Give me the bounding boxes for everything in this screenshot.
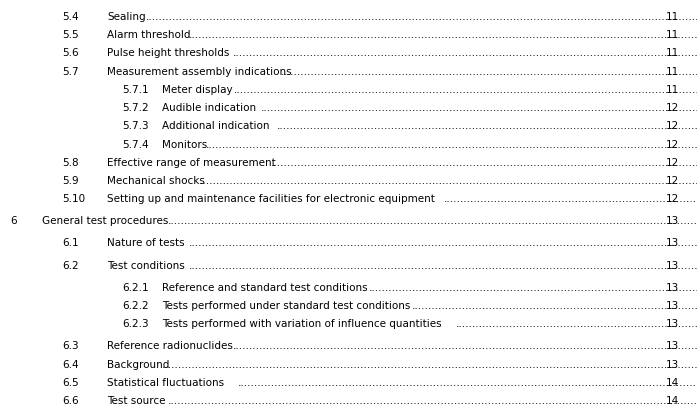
- Text: 12: 12: [666, 193, 679, 204]
- Text: Test source: Test source: [107, 395, 165, 405]
- Text: ................................................................................: ........................................…: [412, 300, 697, 310]
- Text: Pulse height thresholds: Pulse height thresholds: [107, 48, 229, 58]
- Text: 5.7.4: 5.7.4: [122, 139, 148, 149]
- Text: 5.9: 5.9: [62, 175, 79, 185]
- Text: ................................................................................: ........................................…: [261, 103, 697, 113]
- Text: Additional indication: Additional indication: [162, 121, 270, 131]
- Text: Setting up and maintenance facilities for electronic equipment: Setting up and maintenance facilities fo…: [107, 193, 435, 204]
- Text: 13: 13: [666, 300, 679, 310]
- Text: ................................................................................: ........................................…: [167, 216, 697, 226]
- Text: Tests performed with variation of influence quantities: Tests performed with variation of influe…: [162, 319, 442, 328]
- Text: 5.4: 5.4: [62, 12, 79, 22]
- Text: ................................................................................: ........................................…: [206, 139, 697, 149]
- Text: Monitors: Monitors: [162, 139, 207, 149]
- Text: Mechanical shocks: Mechanical shocks: [107, 175, 205, 185]
- Text: 6.2.3: 6.2.3: [122, 319, 148, 328]
- Text: 5.10: 5.10: [62, 193, 85, 204]
- Text: ................................................................................: ........................................…: [190, 260, 697, 270]
- Text: ................................................................................: ........................................…: [238, 377, 697, 387]
- Text: Measurement assembly indications: Measurement assembly indications: [107, 67, 291, 76]
- Text: 6: 6: [10, 216, 17, 226]
- Text: 11: 11: [666, 48, 679, 58]
- Text: ................................................................................: ........................................…: [270, 157, 697, 167]
- Text: ................................................................................: ........................................…: [277, 121, 697, 131]
- Text: 13: 13: [666, 341, 679, 351]
- Text: ................................................................................: ........................................…: [146, 12, 697, 22]
- Text: Tests performed under standard test conditions: Tests performed under standard test cond…: [162, 300, 411, 310]
- Text: 6.2.1: 6.2.1: [122, 282, 148, 292]
- Text: 12: 12: [666, 121, 679, 131]
- Text: 14: 14: [666, 377, 679, 387]
- Text: Reference radionuclides: Reference radionuclides: [107, 341, 233, 351]
- Text: ................................................................................: ........................................…: [282, 67, 697, 76]
- Text: Nature of tests: Nature of tests: [107, 238, 185, 248]
- Text: 5.7.1: 5.7.1: [122, 85, 148, 94]
- Text: 13: 13: [666, 319, 679, 328]
- Text: ................................................................................: ........................................…: [190, 238, 697, 248]
- Text: ................................................................................: ........................................…: [233, 48, 697, 58]
- Text: 12: 12: [666, 157, 679, 167]
- Text: ................................................................................: ........................................…: [369, 282, 697, 292]
- Text: 6.2.2: 6.2.2: [122, 300, 148, 310]
- Text: 13: 13: [666, 282, 679, 292]
- Text: 6.3: 6.3: [62, 341, 79, 351]
- Text: 5.6: 5.6: [62, 48, 79, 58]
- Text: ................................................................................: ........................................…: [456, 319, 697, 328]
- Text: ................................................................................: ........................................…: [233, 85, 697, 94]
- Text: 6.6: 6.6: [62, 395, 79, 405]
- Text: 6.5: 6.5: [62, 377, 79, 387]
- Text: Reference and standard test conditions: Reference and standard test conditions: [162, 282, 367, 292]
- Text: 12: 12: [666, 103, 679, 113]
- Text: 12: 12: [666, 139, 679, 149]
- Text: General test procedures: General test procedures: [42, 216, 169, 226]
- Text: 5.7: 5.7: [62, 67, 79, 76]
- Text: Background: Background: [107, 359, 169, 369]
- Text: 13: 13: [666, 238, 679, 248]
- Text: 11: 11: [666, 12, 679, 22]
- Text: 13: 13: [666, 260, 679, 270]
- Text: 5.5: 5.5: [62, 30, 79, 40]
- Text: 6.4: 6.4: [62, 359, 79, 369]
- Text: ................................................................................: ........................................…: [444, 193, 697, 204]
- Text: 11: 11: [666, 85, 679, 94]
- Text: Audible indication: Audible indication: [162, 103, 256, 113]
- Text: ................................................................................: ........................................…: [167, 395, 697, 405]
- Text: 5.7.3: 5.7.3: [122, 121, 148, 131]
- Text: 11: 11: [666, 67, 679, 76]
- Text: 14: 14: [666, 395, 679, 405]
- Text: ................................................................................: ........................................…: [200, 175, 697, 185]
- Text: Alarm threshold: Alarm threshold: [107, 30, 190, 40]
- Text: 11: 11: [666, 30, 679, 40]
- Text: Meter display: Meter display: [162, 85, 233, 94]
- Text: Sealing: Sealing: [107, 12, 146, 22]
- Text: Effective range of measurement: Effective range of measurement: [107, 157, 276, 167]
- Text: ................................................................................: ........................................…: [233, 341, 697, 351]
- Text: 5.8: 5.8: [62, 157, 79, 167]
- Text: ................................................................................: ........................................…: [162, 359, 697, 369]
- Text: 6.1: 6.1: [62, 238, 79, 248]
- Text: ................................................................................: ........................................…: [190, 30, 697, 40]
- Text: Test conditions: Test conditions: [107, 260, 185, 270]
- Text: Statistical fluctuations: Statistical fluctuations: [107, 377, 224, 387]
- Text: 12: 12: [666, 175, 679, 185]
- Text: 13: 13: [666, 216, 679, 226]
- Text: 6.2: 6.2: [62, 260, 79, 270]
- Text: 5.7.2: 5.7.2: [122, 103, 148, 113]
- Text: 13: 13: [666, 359, 679, 369]
